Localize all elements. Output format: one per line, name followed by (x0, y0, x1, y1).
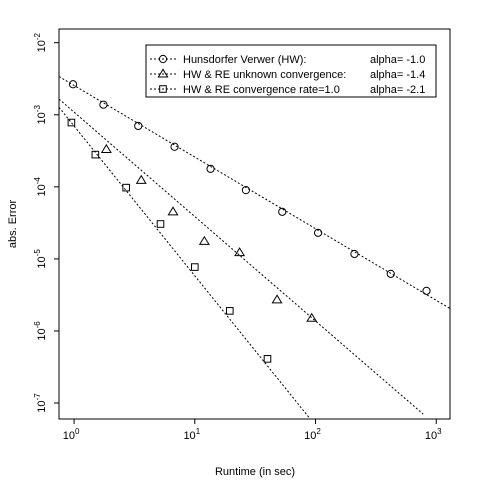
data-point-square (226, 307, 234, 315)
x-axis-label: Runtime (in sec) (215, 466, 295, 478)
data-markers (67, 80, 431, 363)
x-tick-label: 103 (425, 427, 442, 442)
legend-label: HW & RE convergence rate=1.0 (183, 84, 340, 96)
data-point-triangle (100, 143, 112, 153)
fit-line-triangle (59, 98, 424, 415)
legend-marker-square (159, 85, 167, 93)
fit-lines (59, 76, 450, 419)
data-point-square (122, 183, 130, 192)
data-point-circle (241, 186, 250, 195)
y-tick-label: 10-4 (33, 177, 48, 197)
data-point-circle (422, 286, 431, 295)
data-point-circle (313, 228, 323, 237)
data-point-square (191, 263, 199, 271)
plot-frame (58, 28, 451, 420)
legend-box (145, 44, 437, 98)
legend-label: HW & RE unknown convergence: (183, 69, 346, 81)
legend-alpha: alpha= -2.1 (370, 84, 425, 96)
fit-line-square (59, 106, 311, 419)
data-point-triangle (135, 174, 147, 184)
x-tick-label: 101 (183, 427, 200, 442)
data-point-triangle (271, 294, 283, 304)
data-point-triangle (234, 247, 246, 257)
data-point-square (263, 355, 272, 363)
data-point-square (156, 220, 165, 228)
data-point-circle (278, 207, 287, 216)
data-point-circle (350, 249, 359, 259)
y-tick-label: 10-2 (33, 32, 48, 52)
x-tick-label: 100 (63, 427, 80, 442)
legend-marker-circle (158, 54, 168, 64)
y-axis: 10-7 10-6 10-5 10-4 10-3 10-2 (33, 32, 59, 413)
y-tick-label: 10-3 (33, 105, 48, 125)
data-point-square (67, 118, 76, 127)
x-axis: 100 101 102 103 (63, 419, 442, 442)
data-point-triangle (306, 312, 318, 322)
data-point-triangle (198, 235, 210, 245)
data-point-square (91, 150, 100, 159)
y-axis-label: abs. Error (7, 200, 19, 249)
data-point-triangle (167, 206, 179, 216)
legend-marker-triangle (157, 68, 169, 78)
y-tick-label: 10-7 (33, 393, 48, 413)
legend-alpha: alpha= -1.0 (370, 54, 425, 66)
data-point-circle (99, 100, 108, 109)
legend-alpha: alpha= -1.4 (370, 69, 425, 81)
data-point-circle (68, 80, 78, 89)
fit-line-circle (59, 76, 450, 309)
y-tick-label: 10-6 (33, 321, 48, 341)
data-point-circle (134, 121, 143, 131)
legend-label: Hunsdorfer Verwer (HW): (183, 54, 306, 66)
x-tick-label: 102 (304, 427, 321, 442)
data-point-circle (386, 269, 395, 278)
y-tick-label: 10-5 (33, 249, 48, 269)
data-point-circle (170, 142, 179, 151)
legend: Hunsdorfer Verwer (HW): alpha= -1.0 HW & R… (145, 44, 437, 98)
data-point-circle (206, 164, 215, 173)
